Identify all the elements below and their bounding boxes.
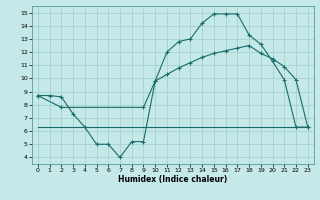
X-axis label: Humidex (Indice chaleur): Humidex (Indice chaleur)	[118, 175, 228, 184]
